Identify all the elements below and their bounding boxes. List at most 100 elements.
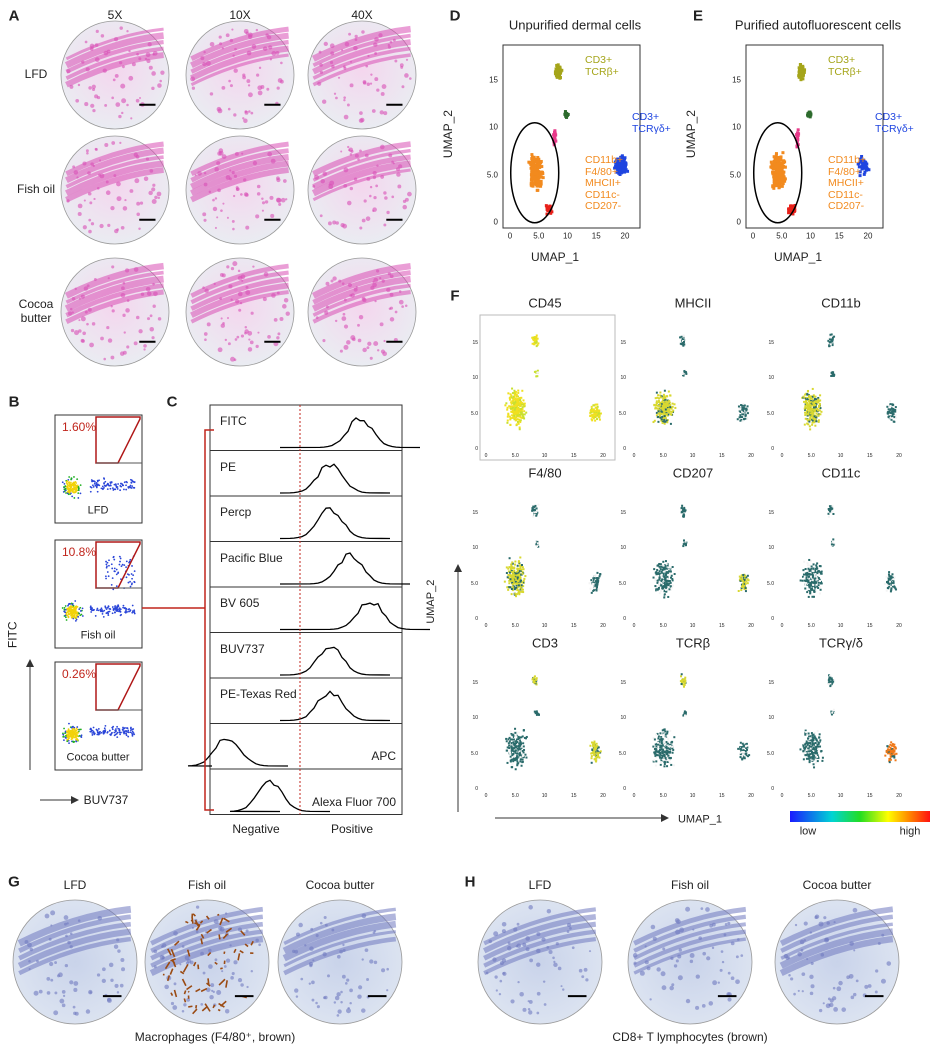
event — [81, 607, 84, 610]
umap-cell — [592, 582, 595, 585]
cell — [152, 50, 158, 56]
umap-cell — [539, 179, 543, 183]
cell — [104, 103, 108, 107]
cell — [240, 274, 246, 280]
cell — [134, 178, 140, 184]
cell — [216, 216, 219, 219]
event — [133, 580, 136, 583]
umap-cell — [535, 345, 538, 348]
event — [72, 741, 75, 743]
umap-cell — [819, 588, 822, 591]
umap-cell — [801, 579, 804, 582]
umap-cell — [505, 737, 508, 740]
gate — [95, 663, 141, 711]
umap-cell — [681, 373, 684, 376]
cell — [126, 103, 129, 107]
cell — [267, 334, 271, 339]
event — [93, 480, 96, 483]
umap-cell — [514, 404, 517, 407]
umap-cell — [810, 567, 813, 570]
umap-cell — [773, 184, 777, 188]
event — [101, 485, 104, 488]
event — [119, 560, 121, 563]
umap-cell — [659, 568, 662, 571]
cell — [276, 86, 280, 90]
umap-cell — [658, 578, 661, 581]
umap-cell — [659, 396, 662, 399]
cell — [277, 78, 283, 83]
umap-cell — [810, 407, 813, 410]
umap-cell — [811, 387, 814, 390]
umap-cell — [507, 413, 510, 416]
cell — [387, 43, 391, 47]
umap-cell — [656, 572, 659, 575]
cell — [153, 291, 158, 297]
umap-cell — [666, 421, 669, 424]
cell — [92, 164, 95, 168]
cell — [140, 292, 145, 296]
cell — [200, 56, 205, 61]
umap-cell — [590, 761, 593, 764]
cell — [369, 356, 373, 360]
umap-cell — [592, 589, 595, 592]
cell — [228, 284, 233, 289]
event — [126, 573, 129, 576]
umap-cell — [664, 585, 667, 588]
umap-cell — [806, 402, 809, 405]
umap-cell — [595, 747, 598, 750]
cell — [366, 177, 371, 181]
tissue-layer — [312, 53, 411, 87]
event — [74, 480, 77, 483]
umap-cell — [789, 206, 793, 210]
event — [73, 726, 76, 729]
umap-cell — [810, 404, 813, 407]
umap-cell — [740, 589, 743, 592]
event — [121, 563, 124, 566]
umap-cell — [506, 761, 509, 764]
event — [115, 728, 117, 730]
cell — [236, 187, 240, 191]
umap-cell — [658, 570, 661, 573]
umap-cell — [525, 411, 528, 414]
umap-cell — [530, 161, 534, 165]
umap-cell — [744, 575, 747, 578]
event — [119, 608, 122, 611]
event — [95, 486, 98, 489]
umap-cell — [506, 406, 509, 409]
umap-cell — [745, 746, 748, 749]
cell — [285, 311, 290, 316]
umap-cell — [743, 578, 746, 581]
cell — [107, 223, 111, 228]
event — [106, 606, 109, 609]
umap-cell — [799, 69, 803, 73]
umap-cell — [511, 586, 514, 589]
event — [77, 497, 80, 499]
cell — [105, 180, 109, 184]
event — [114, 730, 117, 733]
event — [105, 560, 107, 563]
event — [73, 731, 76, 734]
cell — [226, 317, 230, 320]
umap-cell — [665, 562, 668, 565]
umap-cell — [592, 404, 595, 407]
umap-cell — [743, 404, 746, 407]
tissue-layer — [190, 270, 289, 305]
cell — [391, 195, 395, 199]
cell — [261, 201, 266, 205]
cell — [143, 348, 146, 351]
cell — [231, 171, 235, 175]
event — [102, 615, 105, 618]
cell — [283, 179, 287, 183]
cell — [227, 342, 231, 346]
umap-cell — [507, 749, 510, 752]
tissue-layer — [65, 167, 164, 203]
event — [64, 732, 66, 735]
cell — [404, 304, 408, 308]
umap-cell — [514, 412, 517, 415]
umap-cell — [889, 400, 892, 403]
umap-cell — [506, 415, 509, 418]
umap-cell — [591, 752, 594, 755]
cell — [138, 57, 142, 61]
umap-cell — [812, 406, 815, 409]
event — [77, 492, 80, 495]
